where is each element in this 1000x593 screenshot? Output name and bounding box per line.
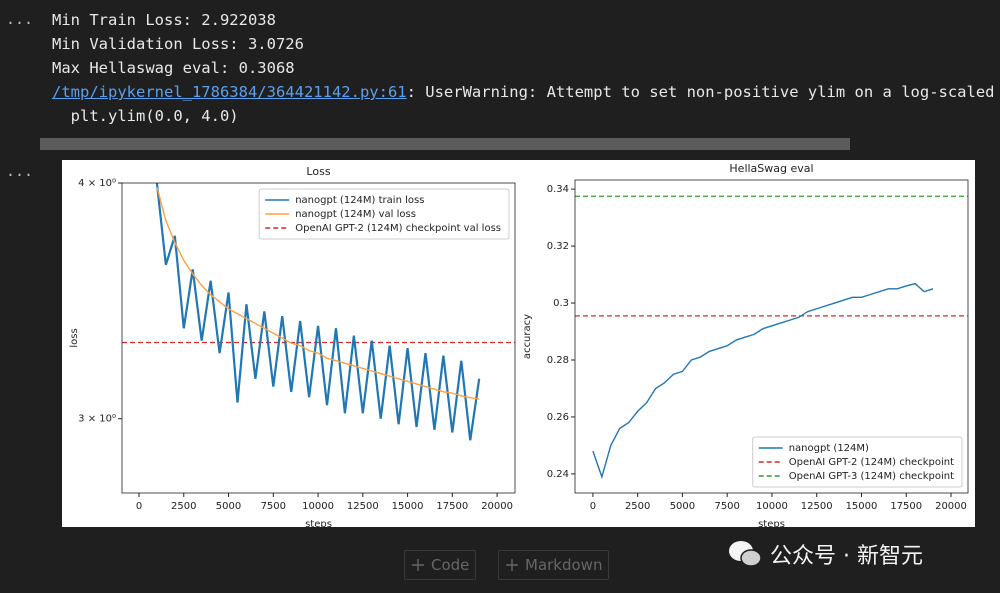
legend: nanogpt (124M) OpenAI GPT-2 (124M) checkp… — [752, 436, 963, 488]
y-axis-label: loss — [69, 328, 80, 347]
cell-prompt: ... — [6, 162, 34, 180]
x-tick-label: 0 — [136, 501, 142, 512]
output-line: Max Hellaswag eval: 0.3068 — [52, 59, 295, 77]
legend-box — [258, 188, 510, 240]
warning-line: /tmp/ipykernel_1786384/364421142.py:61: … — [52, 80, 995, 104]
series-line — [155, 183, 481, 441]
x-tick-label: 12500 — [347, 501, 379, 512]
x-tick-label: 7500 — [714, 501, 739, 512]
x-axis-label: steps — [758, 519, 785, 527]
add-markdown-button[interactable]: Markdown — [498, 550, 610, 580]
x-tick-label: 17500 — [890, 501, 922, 512]
x-axis-label: steps — [305, 519, 332, 527]
warning-link[interactable]: /tmp/ipykernel_1786384/364421142.py:61 — [52, 83, 407, 101]
wechat-icon — [729, 541, 762, 567]
y-tick-label: 0.28 — [547, 355, 569, 366]
legend-label: nanogpt (124M) train loss — [295, 195, 424, 206]
watermark: 公众号 · 新智元 — [728, 538, 923, 570]
x-tick-label: 10000 — [302, 501, 334, 512]
series-line — [156, 186, 480, 400]
y-tick-label: 0.32 — [547, 241, 569, 252]
axes-frame — [121, 182, 516, 494]
scrollbar[interactable] — [40, 138, 850, 150]
x-tick-label: 12500 — [801, 501, 833, 512]
x-tick-label: 0 — [590, 501, 596, 512]
x-tick-label: 5000 — [670, 501, 695, 512]
warning-message: : UserWarning: Attempt to set non-positi… — [406, 83, 995, 101]
x-tick-label: 5000 — [216, 501, 241, 512]
button-label: Markdown — [525, 556, 603, 574]
figure-canvas: Loss steps loss 0 2500 5000 7500 10000 12500 1500… — [69, 162, 969, 530]
y-tick-label: 3 × 10⁰ — [78, 414, 116, 425]
x-tick-label: 2500 — [625, 501, 650, 512]
add-code-button[interactable]: Code — [404, 550, 477, 580]
x-tick-label: 20000 — [935, 501, 967, 512]
axes-frame — [574, 179, 969, 494]
y-tick-label: 0.3 — [553, 298, 569, 309]
x-tick-label: 2500 — [171, 501, 196, 512]
output-line: Min Validation Loss: 3.0726 — [52, 35, 304, 53]
x-tick-label: 20000 — [481, 501, 513, 512]
series-line — [592, 282, 934, 480]
x-tick-label: 15000 — [846, 501, 878, 512]
chart-title: Loss — [306, 165, 330, 178]
y-tick-label: 0.26 — [547, 412, 569, 423]
legend-box — [752, 436, 963, 488]
x-tick-label: 17500 — [436, 501, 468, 512]
chart-title: HellaSwag eval — [729, 162, 813, 175]
button-label: Code — [431, 556, 470, 574]
y-tick-label: 0.24 — [547, 469, 569, 480]
legend: nanogpt (124M) train loss nanogpt (124M) … — [258, 188, 510, 240]
y-tick-label: 4 × 10⁰ — [78, 178, 116, 189]
legend-label: nanogpt (124M) val loss — [295, 209, 416, 220]
x-tick-label: 15000 — [392, 501, 424, 512]
plus-icon — [412, 559, 424, 571]
x-tick-label: 7500 — [261, 501, 286, 512]
figure: Loss steps loss 0 2500 5000 7500 10000 12500 1500… — [62, 160, 975, 530]
cell-prompt: ... — [6, 10, 34, 28]
watermark-text: 公众号 · 新智元 — [770, 544, 923, 569]
x-tick-label: 10000 — [756, 501, 788, 512]
legend-label: OpenAI GPT-3 (124M) checkpoint — [789, 471, 954, 482]
y-axis-label: accuracy — [522, 314, 533, 359]
plus-icon — [506, 559, 518, 571]
legend-label: OpenAI GPT-2 (124M) checkpoint val loss — [295, 223, 501, 234]
legend-label: OpenAI GPT-2 (124M) checkpoint — [789, 457, 954, 468]
legend-label: nanogpt (124M) — [789, 443, 869, 454]
y-tick-label: 0.34 — [547, 184, 569, 195]
output-line: Min Train Loss: 2.922038 — [52, 11, 276, 29]
warning-code: plt.ylim(0.0, 4.0) — [52, 107, 239, 125]
